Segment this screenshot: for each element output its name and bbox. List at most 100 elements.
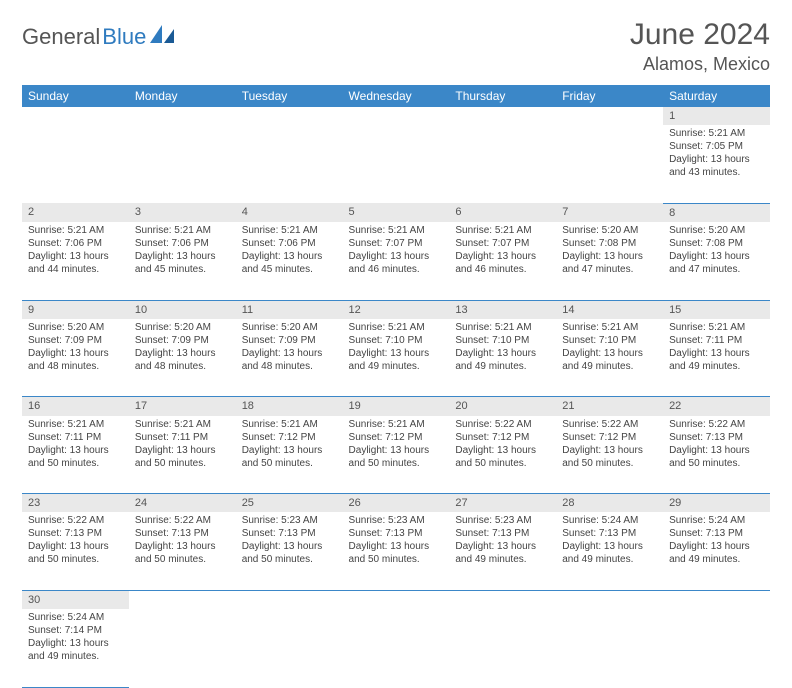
day-data-row: Sunrise: 5:22 AMSunset: 7:13 PMDaylight:… bbox=[22, 512, 770, 590]
day-data-cell: Sunrise: 5:20 AMSunset: 7:09 PMDaylight:… bbox=[236, 319, 343, 397]
day-data-cell: Sunrise: 5:24 AMSunset: 7:14 PMDaylight:… bbox=[22, 609, 129, 687]
day-number-cell: 6 bbox=[449, 203, 556, 222]
day-data-cell: Sunrise: 5:24 AMSunset: 7:13 PMDaylight:… bbox=[663, 512, 770, 590]
day-data-cell bbox=[343, 125, 450, 203]
day-data-row: Sunrise: 5:21 AMSunset: 7:11 PMDaylight:… bbox=[22, 416, 770, 494]
day-data-cell bbox=[129, 125, 236, 203]
day-number-cell bbox=[343, 590, 450, 609]
title-block: June 2024 Alamos, Mexico bbox=[630, 18, 770, 75]
weekday-header: Friday bbox=[556, 85, 663, 107]
day-number-cell: 20 bbox=[449, 397, 556, 416]
day-data-cell: Sunrise: 5:23 AMSunset: 7:13 PMDaylight:… bbox=[236, 512, 343, 590]
day-number-cell: 22 bbox=[663, 397, 770, 416]
day-data-cell: Sunrise: 5:23 AMSunset: 7:13 PMDaylight:… bbox=[343, 512, 450, 590]
day-number-cell: 13 bbox=[449, 300, 556, 319]
day-number-row: 2345678 bbox=[22, 203, 770, 222]
day-number-cell: 8 bbox=[663, 203, 770, 222]
day-data-cell bbox=[663, 609, 770, 687]
day-number-cell bbox=[129, 590, 236, 609]
day-number-cell: 1 bbox=[663, 107, 770, 125]
day-data-cell bbox=[556, 125, 663, 203]
day-number-cell bbox=[343, 107, 450, 125]
day-number-cell bbox=[449, 107, 556, 125]
day-data-cell: Sunrise: 5:21 AMSunset: 7:05 PMDaylight:… bbox=[663, 125, 770, 203]
calendar-body: 1 Sunrise: 5:21 AMSunset: 7:05 PMDayligh… bbox=[22, 107, 770, 687]
day-number-cell: 25 bbox=[236, 494, 343, 513]
day-number-cell bbox=[556, 107, 663, 125]
day-number-cell: 30 bbox=[22, 590, 129, 609]
day-number-cell bbox=[22, 107, 129, 125]
day-data-row: Sunrise: 5:21 AMSunset: 7:05 PMDaylight:… bbox=[22, 125, 770, 203]
day-data-cell: Sunrise: 5:21 AMSunset: 7:06 PMDaylight:… bbox=[22, 222, 129, 300]
day-number-cell: 3 bbox=[129, 203, 236, 222]
day-number-cell: 17 bbox=[129, 397, 236, 416]
day-data-cell: Sunrise: 5:22 AMSunset: 7:13 PMDaylight:… bbox=[22, 512, 129, 590]
weekday-header: Thursday bbox=[449, 85, 556, 107]
day-data-cell: Sunrise: 5:20 AMSunset: 7:08 PMDaylight:… bbox=[556, 222, 663, 300]
day-data-cell: Sunrise: 5:20 AMSunset: 7:08 PMDaylight:… bbox=[663, 222, 770, 300]
day-number-cell: 12 bbox=[343, 300, 450, 319]
day-data-cell: Sunrise: 5:21 AMSunset: 7:06 PMDaylight:… bbox=[129, 222, 236, 300]
day-data-cell: Sunrise: 5:22 AMSunset: 7:13 PMDaylight:… bbox=[663, 416, 770, 494]
day-data-cell bbox=[556, 609, 663, 687]
header: General Blue June 2024 Alamos, Mexico bbox=[22, 18, 770, 75]
day-number-cell: 10 bbox=[129, 300, 236, 319]
brand-logo: General Blue bbox=[22, 24, 176, 50]
day-data-cell: Sunrise: 5:21 AMSunset: 7:11 PMDaylight:… bbox=[663, 319, 770, 397]
day-data-cell: Sunrise: 5:21 AMSunset: 7:12 PMDaylight:… bbox=[236, 416, 343, 494]
day-data-cell bbox=[236, 125, 343, 203]
day-data-cell bbox=[22, 125, 129, 203]
day-number-cell: 16 bbox=[22, 397, 129, 416]
day-data-cell bbox=[129, 609, 236, 687]
day-number-cell bbox=[449, 590, 556, 609]
day-data-cell: Sunrise: 5:24 AMSunset: 7:13 PMDaylight:… bbox=[556, 512, 663, 590]
day-data-cell: Sunrise: 5:21 AMSunset: 7:12 PMDaylight:… bbox=[343, 416, 450, 494]
day-number-cell: 14 bbox=[556, 300, 663, 319]
day-number-cell: 9 bbox=[22, 300, 129, 319]
day-data-row: Sunrise: 5:20 AMSunset: 7:09 PMDaylight:… bbox=[22, 319, 770, 397]
day-number-row: 30 bbox=[22, 590, 770, 609]
day-number-cell: 5 bbox=[343, 203, 450, 222]
weekday-header: Monday bbox=[129, 85, 236, 107]
day-number-cell bbox=[129, 107, 236, 125]
day-data-cell: Sunrise: 5:22 AMSunset: 7:12 PMDaylight:… bbox=[449, 416, 556, 494]
day-data-cell: Sunrise: 5:21 AMSunset: 7:10 PMDaylight:… bbox=[449, 319, 556, 397]
brand-part2: Blue bbox=[102, 24, 146, 50]
day-data-row: Sunrise: 5:21 AMSunset: 7:06 PMDaylight:… bbox=[22, 222, 770, 300]
day-data-cell: Sunrise: 5:20 AMSunset: 7:09 PMDaylight:… bbox=[129, 319, 236, 397]
day-data-cell: Sunrise: 5:20 AMSunset: 7:09 PMDaylight:… bbox=[22, 319, 129, 397]
sail-icon bbox=[150, 25, 176, 50]
day-data-cell: Sunrise: 5:23 AMSunset: 7:13 PMDaylight:… bbox=[449, 512, 556, 590]
brand-part1: General bbox=[22, 24, 100, 50]
day-data-cell bbox=[449, 125, 556, 203]
day-number-cell: 7 bbox=[556, 203, 663, 222]
weekday-header: Saturday bbox=[663, 85, 770, 107]
day-data-cell bbox=[343, 609, 450, 687]
weekday-header: Sunday bbox=[22, 85, 129, 107]
day-data-cell bbox=[449, 609, 556, 687]
day-data-cell: Sunrise: 5:21 AMSunset: 7:07 PMDaylight:… bbox=[343, 222, 450, 300]
day-data-row: Sunrise: 5:24 AMSunset: 7:14 PMDaylight:… bbox=[22, 609, 770, 687]
day-number-cell: 15 bbox=[663, 300, 770, 319]
day-number-cell: 23 bbox=[22, 494, 129, 513]
weekday-header-row: SundayMondayTuesdayWednesdayThursdayFrid… bbox=[22, 85, 770, 107]
day-number-cell: 2 bbox=[22, 203, 129, 222]
day-number-cell: 19 bbox=[343, 397, 450, 416]
weekday-header: Wednesday bbox=[343, 85, 450, 107]
day-number-cell: 26 bbox=[343, 494, 450, 513]
day-number-row: 16171819202122 bbox=[22, 397, 770, 416]
day-number-cell bbox=[556, 590, 663, 609]
day-number-row: 1 bbox=[22, 107, 770, 125]
day-number-row: 23242526272829 bbox=[22, 494, 770, 513]
weekday-header: Tuesday bbox=[236, 85, 343, 107]
day-number-cell bbox=[236, 107, 343, 125]
day-number-cell: 21 bbox=[556, 397, 663, 416]
day-data-cell: Sunrise: 5:21 AMSunset: 7:10 PMDaylight:… bbox=[556, 319, 663, 397]
day-data-cell: Sunrise: 5:22 AMSunset: 7:13 PMDaylight:… bbox=[129, 512, 236, 590]
day-data-cell: Sunrise: 5:21 AMSunset: 7:06 PMDaylight:… bbox=[236, 222, 343, 300]
day-data-cell: Sunrise: 5:21 AMSunset: 7:07 PMDaylight:… bbox=[449, 222, 556, 300]
calendar-table: SundayMondayTuesdayWednesdayThursdayFrid… bbox=[22, 85, 770, 688]
day-data-cell: Sunrise: 5:21 AMSunset: 7:11 PMDaylight:… bbox=[129, 416, 236, 494]
day-number-cell bbox=[236, 590, 343, 609]
day-number-cell: 24 bbox=[129, 494, 236, 513]
